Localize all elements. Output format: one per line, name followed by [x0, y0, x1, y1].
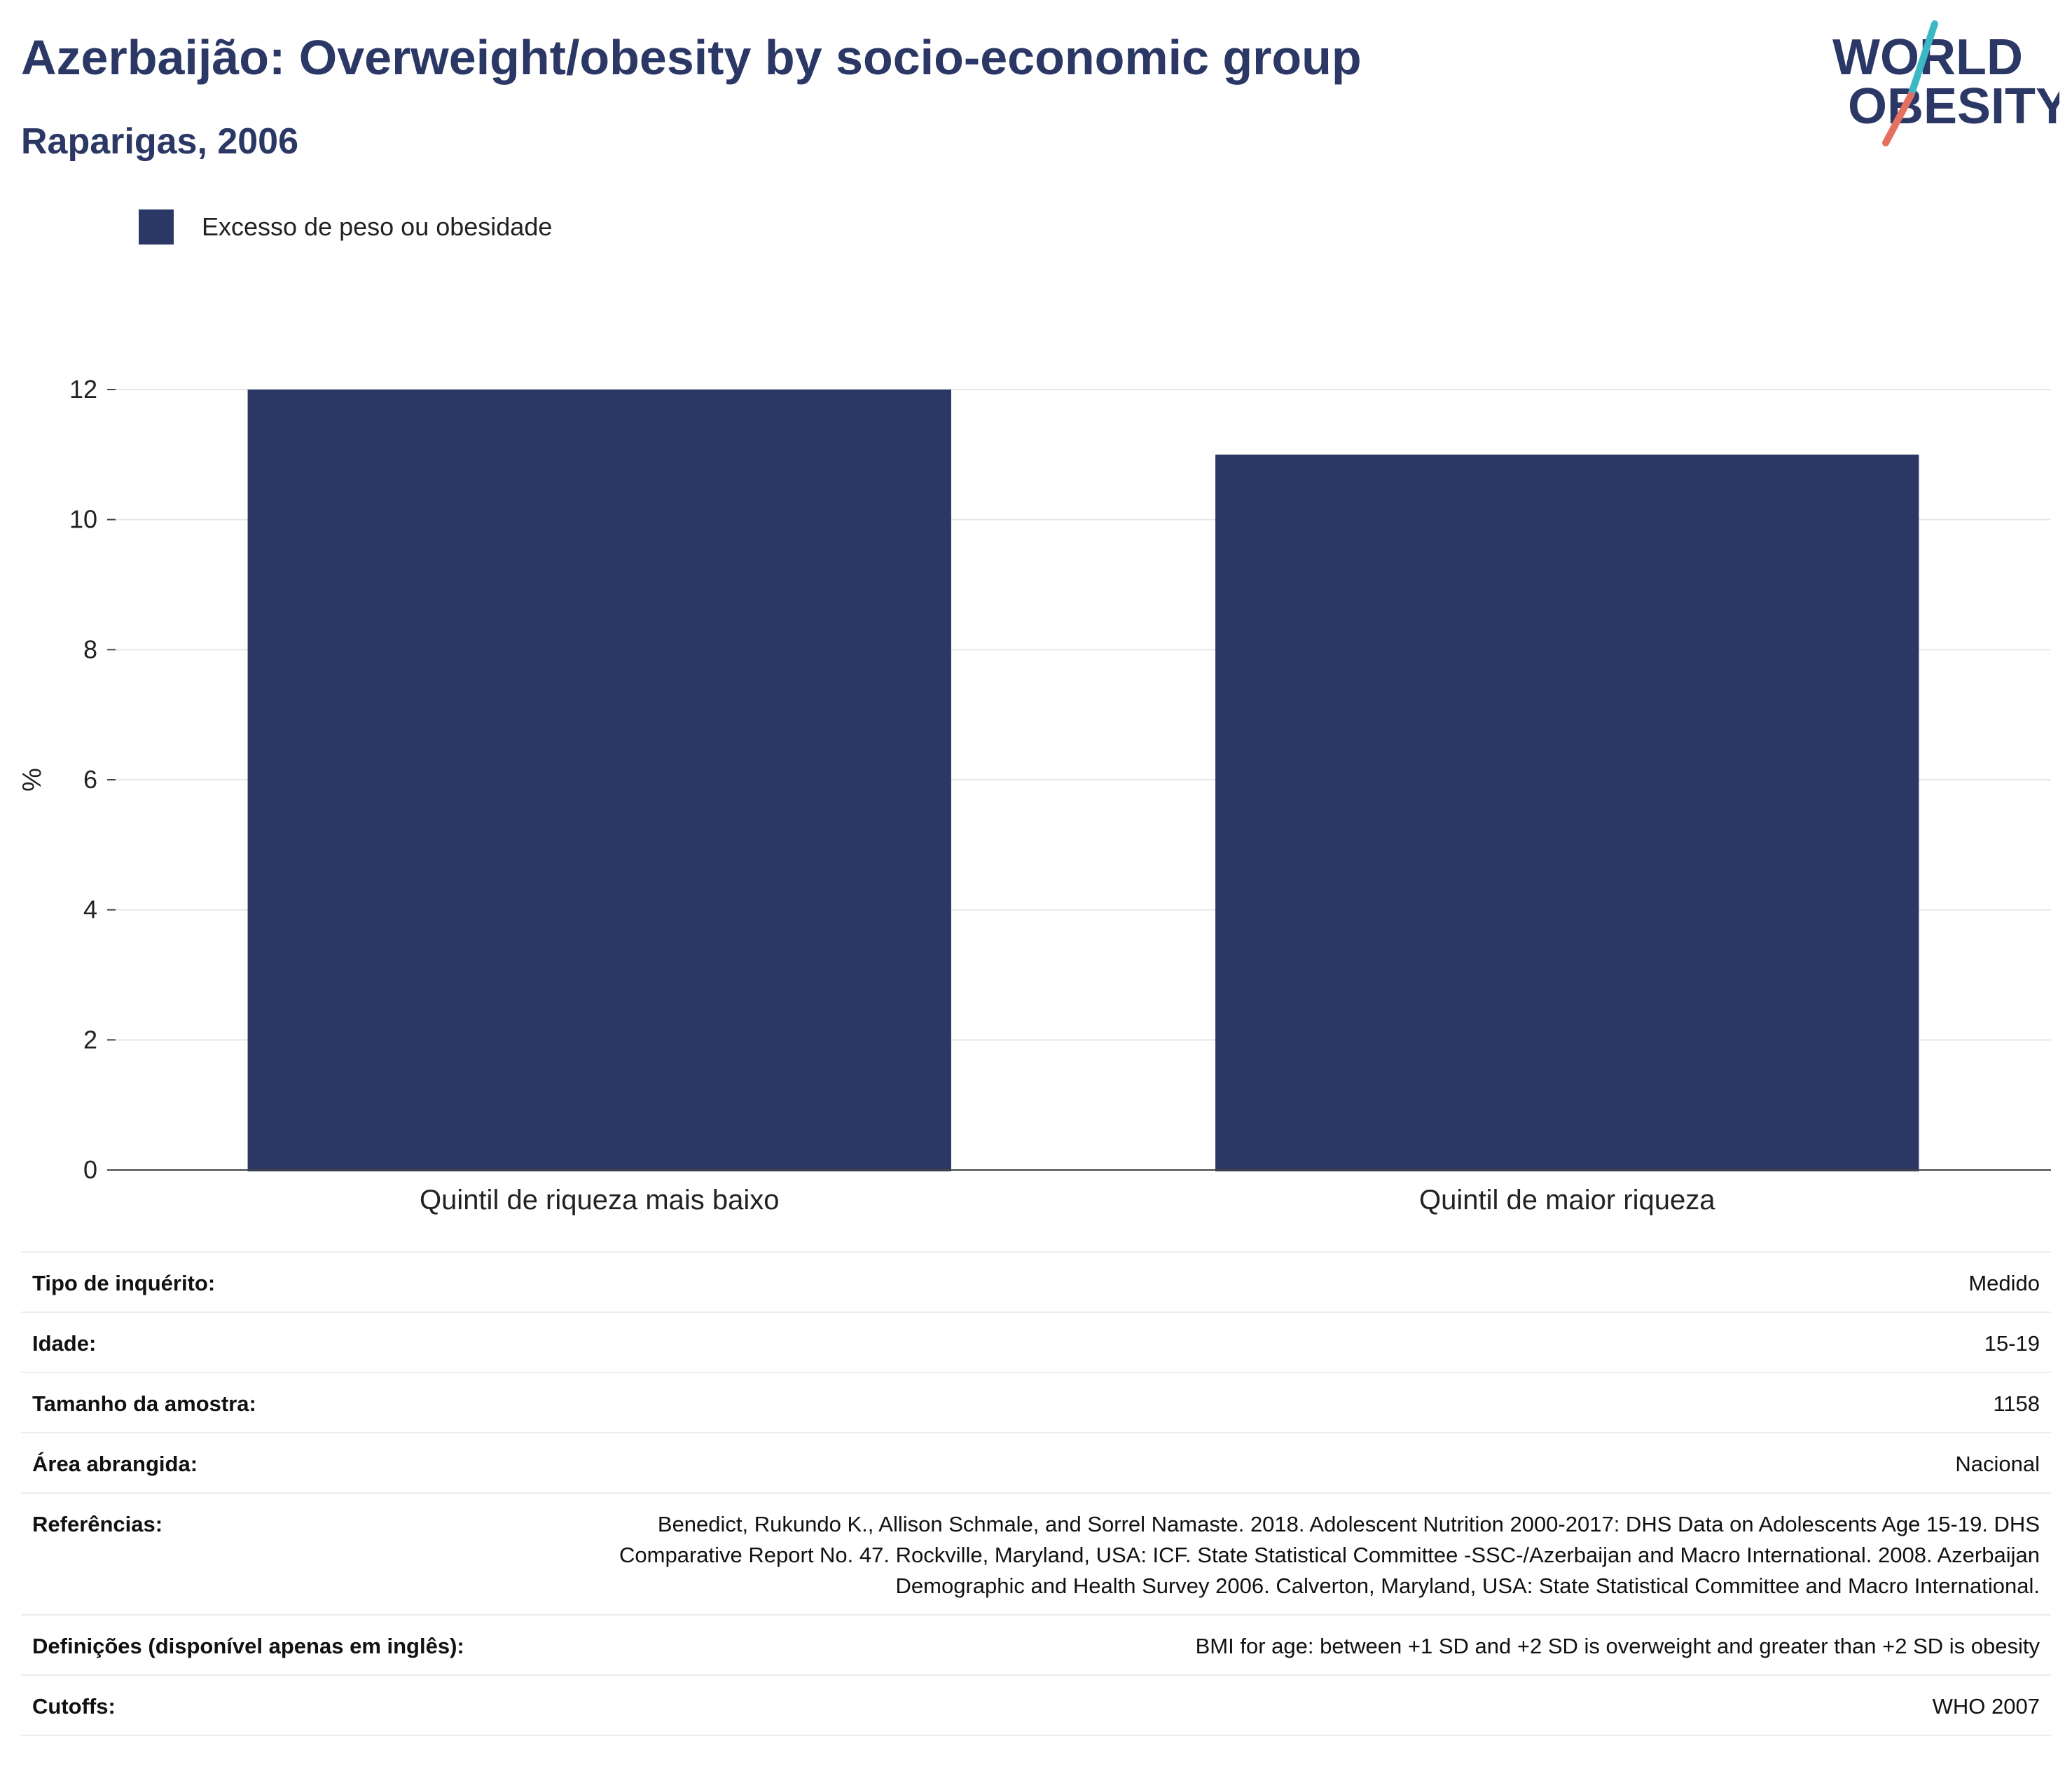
bar-chart: 0 2 4 6 8 10 12% Quintil de riqueza mais baixo Q…: [18, 375, 2051, 1216]
bar: [1215, 454, 1919, 1171]
meta-key: Tipo de inquérito:: [21, 1251, 548, 1312]
meta-key: Área abrangida:: [21, 1432, 548, 1493]
meta-row: Idade: 15-19: [21, 1312, 2051, 1372]
x-tick-label: Quintil de maior riqueza: [1419, 1185, 1715, 1216]
meta-value: 15-19: [548, 1312, 2051, 1372]
meta-key: Tamanho da amostra:: [21, 1372, 548, 1433]
meta-key: Referências:: [21, 1492, 548, 1615]
meta-key: Idade:: [21, 1312, 548, 1372]
meta-key: Definições (disponível apenas em inglês)…: [21, 1614, 548, 1675]
y-axis-label: %: [18, 768, 47, 792]
meta-row: Referências: Benedict, Rukundo K., Alliso…: [21, 1492, 2051, 1615]
meta-row: Definições (disponível apenas em inglês)…: [21, 1614, 2051, 1675]
meta-row: Tipo de inquérito: Medido: [21, 1251, 2051, 1312]
y-tick-label: 0: [83, 1155, 97, 1184]
survey-metadata-table: Tipo de inquérito: Medido Idade: 15-19 Taman…: [21, 1251, 2051, 1736]
meta-row: Tamanho da amostra: 1158: [21, 1372, 2051, 1433]
world-obesity-logo: WORLD OBESITY: [1832, 20, 2059, 146]
meta-row: Área abrangida: Nacional: [21, 1432, 2051, 1493]
legend-swatch: [139, 209, 174, 245]
y-tick-label: 12: [69, 375, 97, 404]
meta-value: Nacional: [548, 1432, 2051, 1493]
y-tick-label: 2: [83, 1025, 97, 1054]
chart-title: Azerbaijão: Overweight/obesity by socio-…: [21, 30, 1362, 85]
y-tick-label: 6: [83, 765, 97, 794]
meta-row: Cutoffs: WHO 2007: [21, 1674, 2051, 1736]
chart-subtitle: Raparigas, 2006: [21, 121, 299, 162]
chart-legend: Excesso de peso ou obesidade: [139, 209, 552, 245]
meta-value: 1158: [548, 1372, 2051, 1433]
y-tick-label: 4: [83, 895, 97, 924]
meta-value: BMI for age: between +1 SD and +2 SD is …: [548, 1614, 2051, 1675]
bar: [247, 390, 951, 1171]
logo-slash-bottom: [1882, 92, 1914, 146]
meta-value: Medido: [548, 1251, 2051, 1312]
logo-slash-top: [1907, 20, 1938, 99]
y-tick-label: 10: [69, 505, 97, 534]
legend-label: Excesso de peso ou obesidade: [202, 212, 553, 241]
meta-value: Benedict, Rukundo K., Allison Schmale, a…: [548, 1492, 2051, 1615]
y-tick-label: 8: [83, 635, 97, 663]
meta-key: Cutoffs:: [21, 1674, 548, 1736]
meta-value: WHO 2007: [548, 1674, 2051, 1736]
x-tick-label: Quintil de riqueza mais baixo: [420, 1185, 780, 1216]
logo-word-obesity: OBESITY: [1848, 78, 2059, 135]
